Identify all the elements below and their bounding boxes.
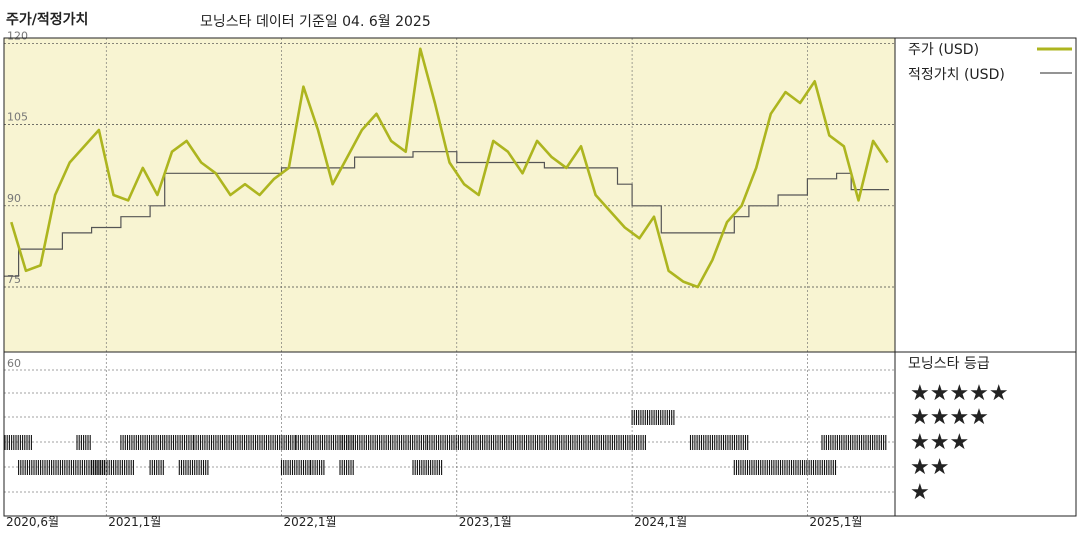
price-panel-background <box>4 38 895 352</box>
rating-axis-ticks: 60 <box>7 357 21 370</box>
rating-segment <box>412 460 443 475</box>
rating-grid <box>4 369 895 493</box>
rating-segment <box>339 460 354 475</box>
rating-segment <box>427 435 646 450</box>
star-row-1: ★ <box>910 480 930 505</box>
rating-title: 모닝스타 등급 <box>908 356 990 372</box>
rating-segment <box>631 410 675 425</box>
price-line <box>10 47 889 289</box>
rating-segment <box>821 435 887 450</box>
star-row-3: ★★★ <box>910 430 969 455</box>
date-tick-label: 2021,1월 <box>108 515 161 529</box>
star-row-2: ★★ <box>910 455 949 480</box>
rating-segment <box>18 460 105 475</box>
fair-value-line <box>4 151 889 277</box>
star-row-5: ★★★★★ <box>910 381 1009 406</box>
price-tick-label: 120 <box>7 29 28 42</box>
rating-segment <box>339 435 427 450</box>
legend-price-label: 주가 (USD) <box>908 42 979 58</box>
rating-segment <box>91 460 134 475</box>
rating-segment <box>149 460 164 475</box>
date-tick-label: 2024,1월 <box>634 515 687 529</box>
date-tick-label: 2020,6월 <box>6 515 59 529</box>
rating-segment <box>193 435 296 450</box>
section-title: 주가/적정가치 <box>6 11 88 28</box>
rating-segment <box>689 435 749 450</box>
rating-timeline <box>4 410 887 475</box>
rating-segment <box>178 460 209 475</box>
legend-fair-value-label: 적정가치 (USD) <box>908 67 1005 83</box>
date-axis-ticks: 2020,6월 2021,1월 2022,1월 2023,1월 2024,1월 2025,… <box>6 515 862 529</box>
price-tick-label: 105 <box>7 111 28 124</box>
rating-tick-label: 60 <box>7 357 21 370</box>
rating-segment <box>733 460 837 475</box>
date-tick-label: 2022,1월 <box>284 515 337 529</box>
legend-panel <box>894 37 1077 517</box>
rating-segment <box>120 435 164 450</box>
date-tick-label: 2023,1월 <box>459 515 512 529</box>
rating-segment <box>310 460 325 475</box>
rating-segment <box>280 460 311 475</box>
rating-segment <box>76 435 91 450</box>
price-tick-label: 90 <box>7 192 21 205</box>
star-row-4: ★★★★ <box>910 405 989 430</box>
rating-segment <box>164 435 194 450</box>
date-tick-label: 2025,1월 <box>809 515 862 529</box>
rating-segment <box>4 435 32 450</box>
chart-subtitle: 모닝스타 데이터 기준일 04. 6월 2025 <box>200 14 431 30</box>
